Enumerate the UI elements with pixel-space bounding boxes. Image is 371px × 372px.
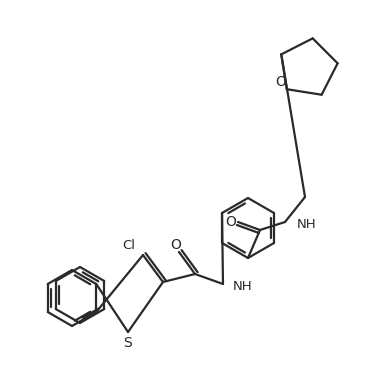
Text: O: O bbox=[171, 238, 181, 252]
Text: NH: NH bbox=[233, 279, 253, 292]
Text: Cl: Cl bbox=[122, 238, 135, 251]
Text: O: O bbox=[226, 215, 236, 229]
Text: O: O bbox=[275, 75, 286, 89]
Text: S: S bbox=[124, 336, 132, 350]
Text: NH: NH bbox=[297, 218, 316, 231]
